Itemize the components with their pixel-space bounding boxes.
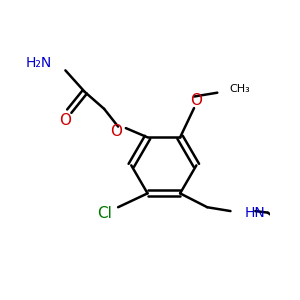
Text: CH₃: CH₃ (229, 84, 250, 94)
Text: H₂N: H₂N (25, 56, 51, 70)
Text: O: O (59, 113, 71, 128)
Text: O: O (190, 93, 202, 108)
Text: O: O (110, 124, 122, 139)
Text: Cl: Cl (97, 206, 112, 221)
Text: HN: HN (244, 206, 265, 220)
